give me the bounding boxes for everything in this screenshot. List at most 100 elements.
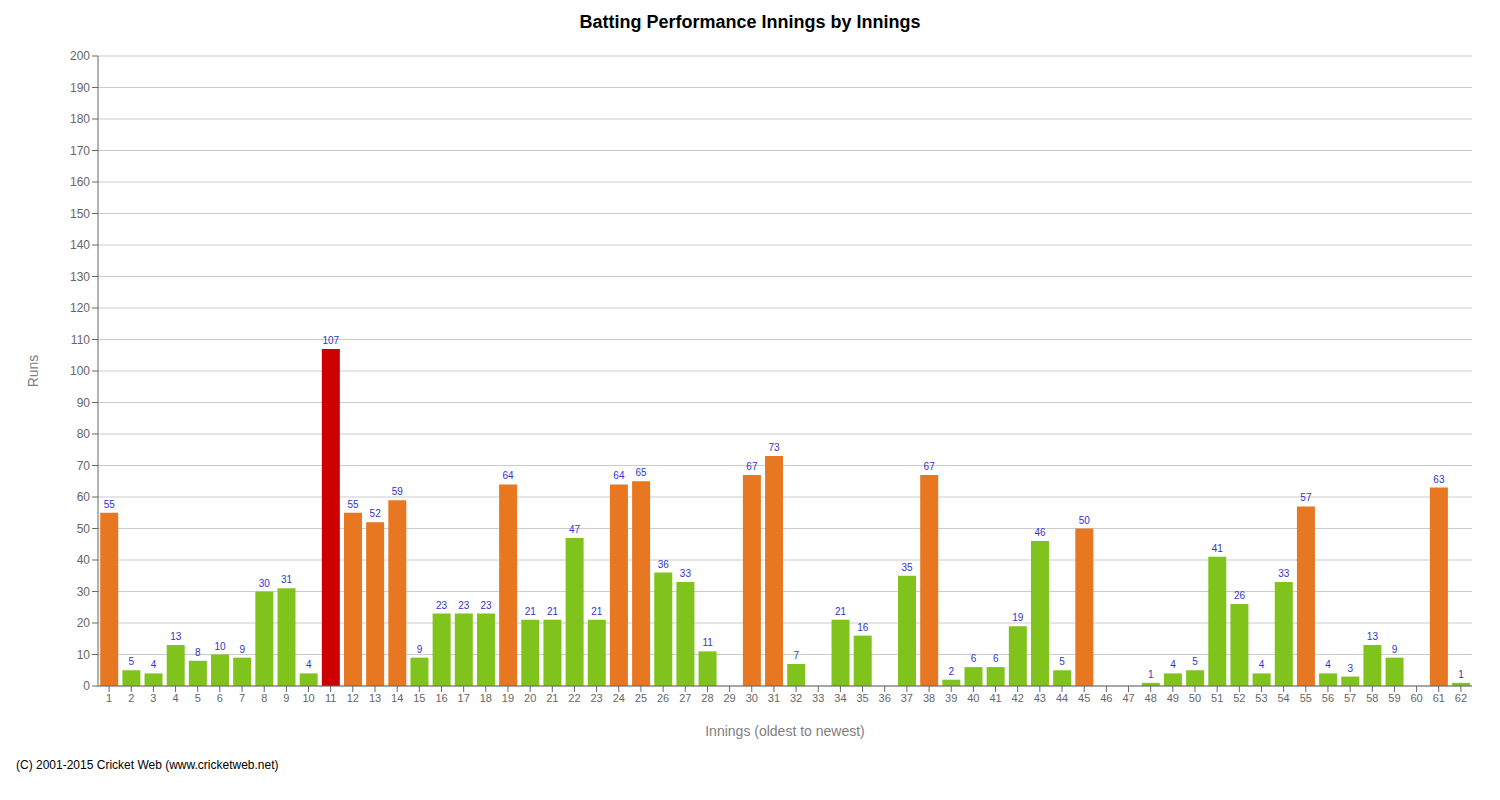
svg-text:29: 29 — [723, 692, 735, 704]
svg-text:9: 9 — [1392, 644, 1398, 655]
svg-text:1: 1 — [1458, 669, 1464, 680]
svg-text:40: 40 — [967, 692, 979, 704]
svg-text:110: 110 — [71, 333, 90, 347]
svg-text:57: 57 — [1300, 492, 1312, 503]
svg-text:6: 6 — [217, 692, 223, 704]
svg-text:65: 65 — [636, 467, 648, 478]
svg-text:39: 39 — [945, 692, 957, 704]
svg-text:47: 47 — [569, 524, 581, 535]
svg-text:7: 7 — [793, 650, 799, 661]
svg-text:8: 8 — [261, 692, 267, 704]
svg-text:Innings (oldest to newest): Innings (oldest to newest) — [705, 723, 865, 739]
svg-text:38: 38 — [923, 692, 935, 704]
svg-text:5: 5 — [1059, 656, 1065, 667]
svg-text:73: 73 — [768, 442, 780, 453]
svg-text:15: 15 — [413, 692, 425, 704]
svg-text:160: 160 — [70, 175, 90, 189]
svg-text:19: 19 — [1012, 612, 1024, 623]
svg-text:23: 23 — [436, 600, 448, 611]
svg-text:56: 56 — [1322, 692, 1334, 704]
svg-text:11: 11 — [702, 637, 713, 648]
svg-text:27: 27 — [679, 692, 691, 704]
svg-text:47: 47 — [1122, 692, 1134, 704]
svg-text:22: 22 — [568, 692, 580, 704]
svg-text:21: 21 — [546, 692, 558, 704]
svg-text:10: 10 — [302, 692, 314, 704]
svg-text:55: 55 — [347, 499, 359, 510]
svg-text:50: 50 — [1079, 515, 1091, 526]
svg-text:5: 5 — [195, 692, 201, 704]
svg-text:61: 61 — [1433, 692, 1445, 704]
svg-text:5: 5 — [129, 656, 135, 667]
svg-text:4: 4 — [1325, 659, 1331, 670]
svg-text:3: 3 — [1347, 663, 1353, 674]
svg-text:36: 36 — [658, 559, 670, 570]
svg-text:28: 28 — [701, 692, 713, 704]
svg-text:16: 16 — [435, 692, 447, 704]
svg-text:21: 21 — [525, 606, 537, 617]
svg-text:0: 0 — [83, 679, 90, 693]
svg-text:67: 67 — [924, 461, 936, 472]
svg-text:54: 54 — [1278, 692, 1290, 704]
svg-text:43: 43 — [1034, 692, 1046, 704]
svg-text:40: 40 — [77, 553, 91, 567]
svg-text:21: 21 — [547, 606, 559, 617]
svg-text:34: 34 — [834, 692, 846, 704]
svg-text:190: 190 — [70, 81, 90, 95]
svg-text:53: 53 — [1255, 692, 1267, 704]
svg-text:4: 4 — [1170, 659, 1176, 670]
svg-text:46: 46 — [1100, 692, 1112, 704]
svg-text:150: 150 — [70, 207, 90, 221]
svg-text:140: 140 — [70, 238, 90, 252]
svg-text:120: 120 — [70, 301, 90, 315]
svg-text:41: 41 — [1212, 543, 1224, 554]
svg-text:35: 35 — [856, 692, 868, 704]
svg-text:4: 4 — [151, 659, 157, 670]
svg-text:8: 8 — [195, 647, 201, 658]
svg-text:37: 37 — [901, 692, 913, 704]
svg-text:200: 200 — [70, 49, 90, 63]
svg-text:9: 9 — [239, 644, 245, 655]
svg-text:33: 33 — [680, 568, 692, 579]
svg-text:60: 60 — [1410, 692, 1422, 704]
svg-text:59: 59 — [392, 486, 404, 497]
svg-text:17: 17 — [458, 692, 470, 704]
svg-text:33: 33 — [812, 692, 824, 704]
svg-text:31: 31 — [281, 574, 293, 585]
svg-text:30: 30 — [746, 692, 758, 704]
svg-text:18: 18 — [480, 692, 492, 704]
svg-text:63: 63 — [1433, 474, 1445, 485]
svg-text:100: 100 — [70, 364, 90, 378]
svg-text:44: 44 — [1056, 692, 1068, 704]
svg-text:23: 23 — [458, 600, 470, 611]
svg-text:33: 33 — [1278, 568, 1290, 579]
svg-text:1: 1 — [1148, 669, 1154, 680]
svg-text:64: 64 — [503, 470, 515, 481]
svg-text:19: 19 — [502, 692, 514, 704]
svg-text:10: 10 — [77, 648, 91, 662]
svg-text:6: 6 — [993, 653, 999, 664]
svg-text:41: 41 — [989, 692, 1001, 704]
svg-text:10: 10 — [214, 641, 226, 652]
svg-text:11: 11 — [325, 692, 336, 704]
svg-text:32: 32 — [790, 692, 802, 704]
svg-text:70: 70 — [77, 459, 91, 473]
svg-text:55: 55 — [104, 499, 116, 510]
svg-text:50: 50 — [77, 522, 91, 536]
svg-text:49: 49 — [1167, 692, 1179, 704]
svg-text:21: 21 — [835, 606, 847, 617]
svg-text:9: 9 — [283, 692, 289, 704]
svg-text:20: 20 — [77, 616, 91, 630]
svg-text:25: 25 — [635, 692, 647, 704]
svg-text:9: 9 — [417, 644, 423, 655]
svg-text:26: 26 — [1234, 590, 1246, 601]
svg-text:52: 52 — [370, 508, 382, 519]
svg-text:24: 24 — [613, 692, 625, 704]
svg-text:4: 4 — [173, 692, 179, 704]
svg-text:13: 13 — [170, 631, 182, 642]
svg-text:80: 80 — [77, 427, 91, 441]
svg-text:45: 45 — [1078, 692, 1090, 704]
svg-text:7: 7 — [239, 692, 245, 704]
svg-text:2: 2 — [128, 692, 134, 704]
svg-text:4: 4 — [1259, 659, 1265, 670]
